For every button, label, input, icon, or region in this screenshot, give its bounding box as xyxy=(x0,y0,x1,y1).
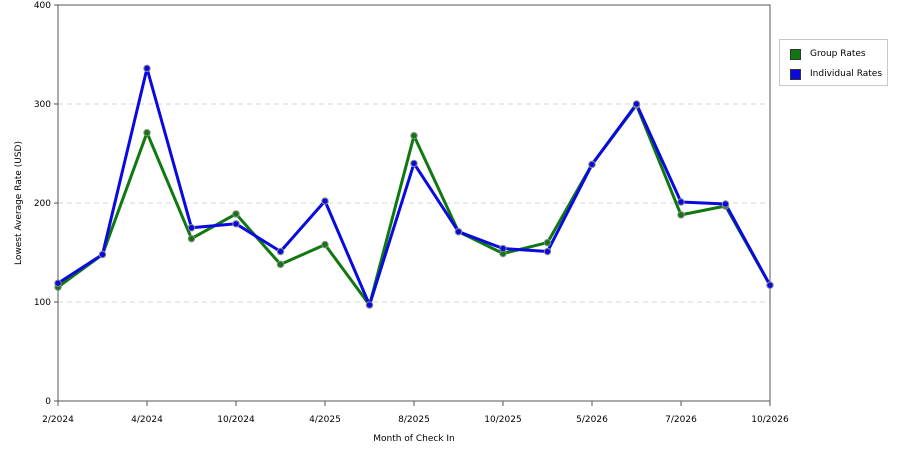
data-point-individual-rates xyxy=(677,198,685,206)
data-point-individual-rates xyxy=(588,160,596,169)
legend-item-group-rates: Group Rates xyxy=(790,47,866,61)
data-point-individual-rates xyxy=(98,250,107,259)
data-point-individual-rates xyxy=(321,197,329,205)
x-tick-label: 2/2024 xyxy=(42,415,74,425)
y-axis: 0 100 200 300 400 xyxy=(34,1,58,407)
x-tick-label: 10/2026 xyxy=(751,415,789,425)
data-point-group-rates xyxy=(543,238,552,247)
data-point-individual-rates xyxy=(499,244,507,253)
data-point-group-rates xyxy=(143,129,151,137)
x-axis: 2/2024 4/2024 10/2024 4/2025 8/2025 10/2025 5/… xyxy=(42,401,789,425)
data-point-individual-rates xyxy=(365,301,374,309)
series-group xyxy=(54,64,774,309)
x-tick-label: 4/2024 xyxy=(131,415,163,425)
data-point-individual-rates xyxy=(543,247,552,256)
data-point-group-rates xyxy=(232,210,240,218)
x-axis-title: Month of Check In xyxy=(373,434,455,444)
data-point-individual-rates xyxy=(54,279,62,287)
legend: Group Rates Individual Rates xyxy=(779,39,888,86)
legend-label-group-rates: Group Rates xyxy=(810,49,866,59)
data-point-individual-rates xyxy=(276,247,285,256)
y-tick-label: 400 xyxy=(34,1,51,11)
data-point-individual-rates xyxy=(410,159,418,168)
y-tick-label: 0 xyxy=(45,397,51,407)
x-tick-label: 10/2024 xyxy=(217,415,255,425)
x-tick-label: 10/2025 xyxy=(484,415,521,425)
x-tick-label: 8/2025 xyxy=(398,415,430,425)
x-tick-label: 5/2026 xyxy=(576,415,608,425)
data-point-group-rates xyxy=(276,260,285,269)
data-point-individual-rates xyxy=(721,200,730,208)
data-point-individual-rates xyxy=(454,228,463,236)
legend-swatch-group-rates xyxy=(790,48,801,60)
legend-swatch-individual-rates xyxy=(790,68,801,80)
data-point-group-rates xyxy=(321,240,329,249)
y-axis-title: Lowest Average Rate (USD) xyxy=(14,141,24,265)
x-tick-label: 4/2025 xyxy=(309,415,341,425)
data-point-individual-rates xyxy=(632,100,641,108)
data-point-group-rates xyxy=(187,234,196,243)
data-point-individual-rates xyxy=(143,64,151,73)
data-point-group-rates xyxy=(677,211,685,219)
x-tick-label: 7/2026 xyxy=(665,415,697,425)
legend-label-individual-rates: Individual Rates xyxy=(810,69,883,79)
data-point-individual-rates xyxy=(766,281,774,289)
data-point-individual-rates xyxy=(232,220,240,228)
data-point-group-rates xyxy=(410,131,418,140)
y-tick-label: 300 xyxy=(34,100,51,110)
data-point-individual-rates xyxy=(187,224,196,232)
y-tick-label: 100 xyxy=(34,298,51,308)
y-tick-label: 200 xyxy=(34,199,51,209)
legend-item-individual-rates: Individual Rates xyxy=(790,67,882,81)
